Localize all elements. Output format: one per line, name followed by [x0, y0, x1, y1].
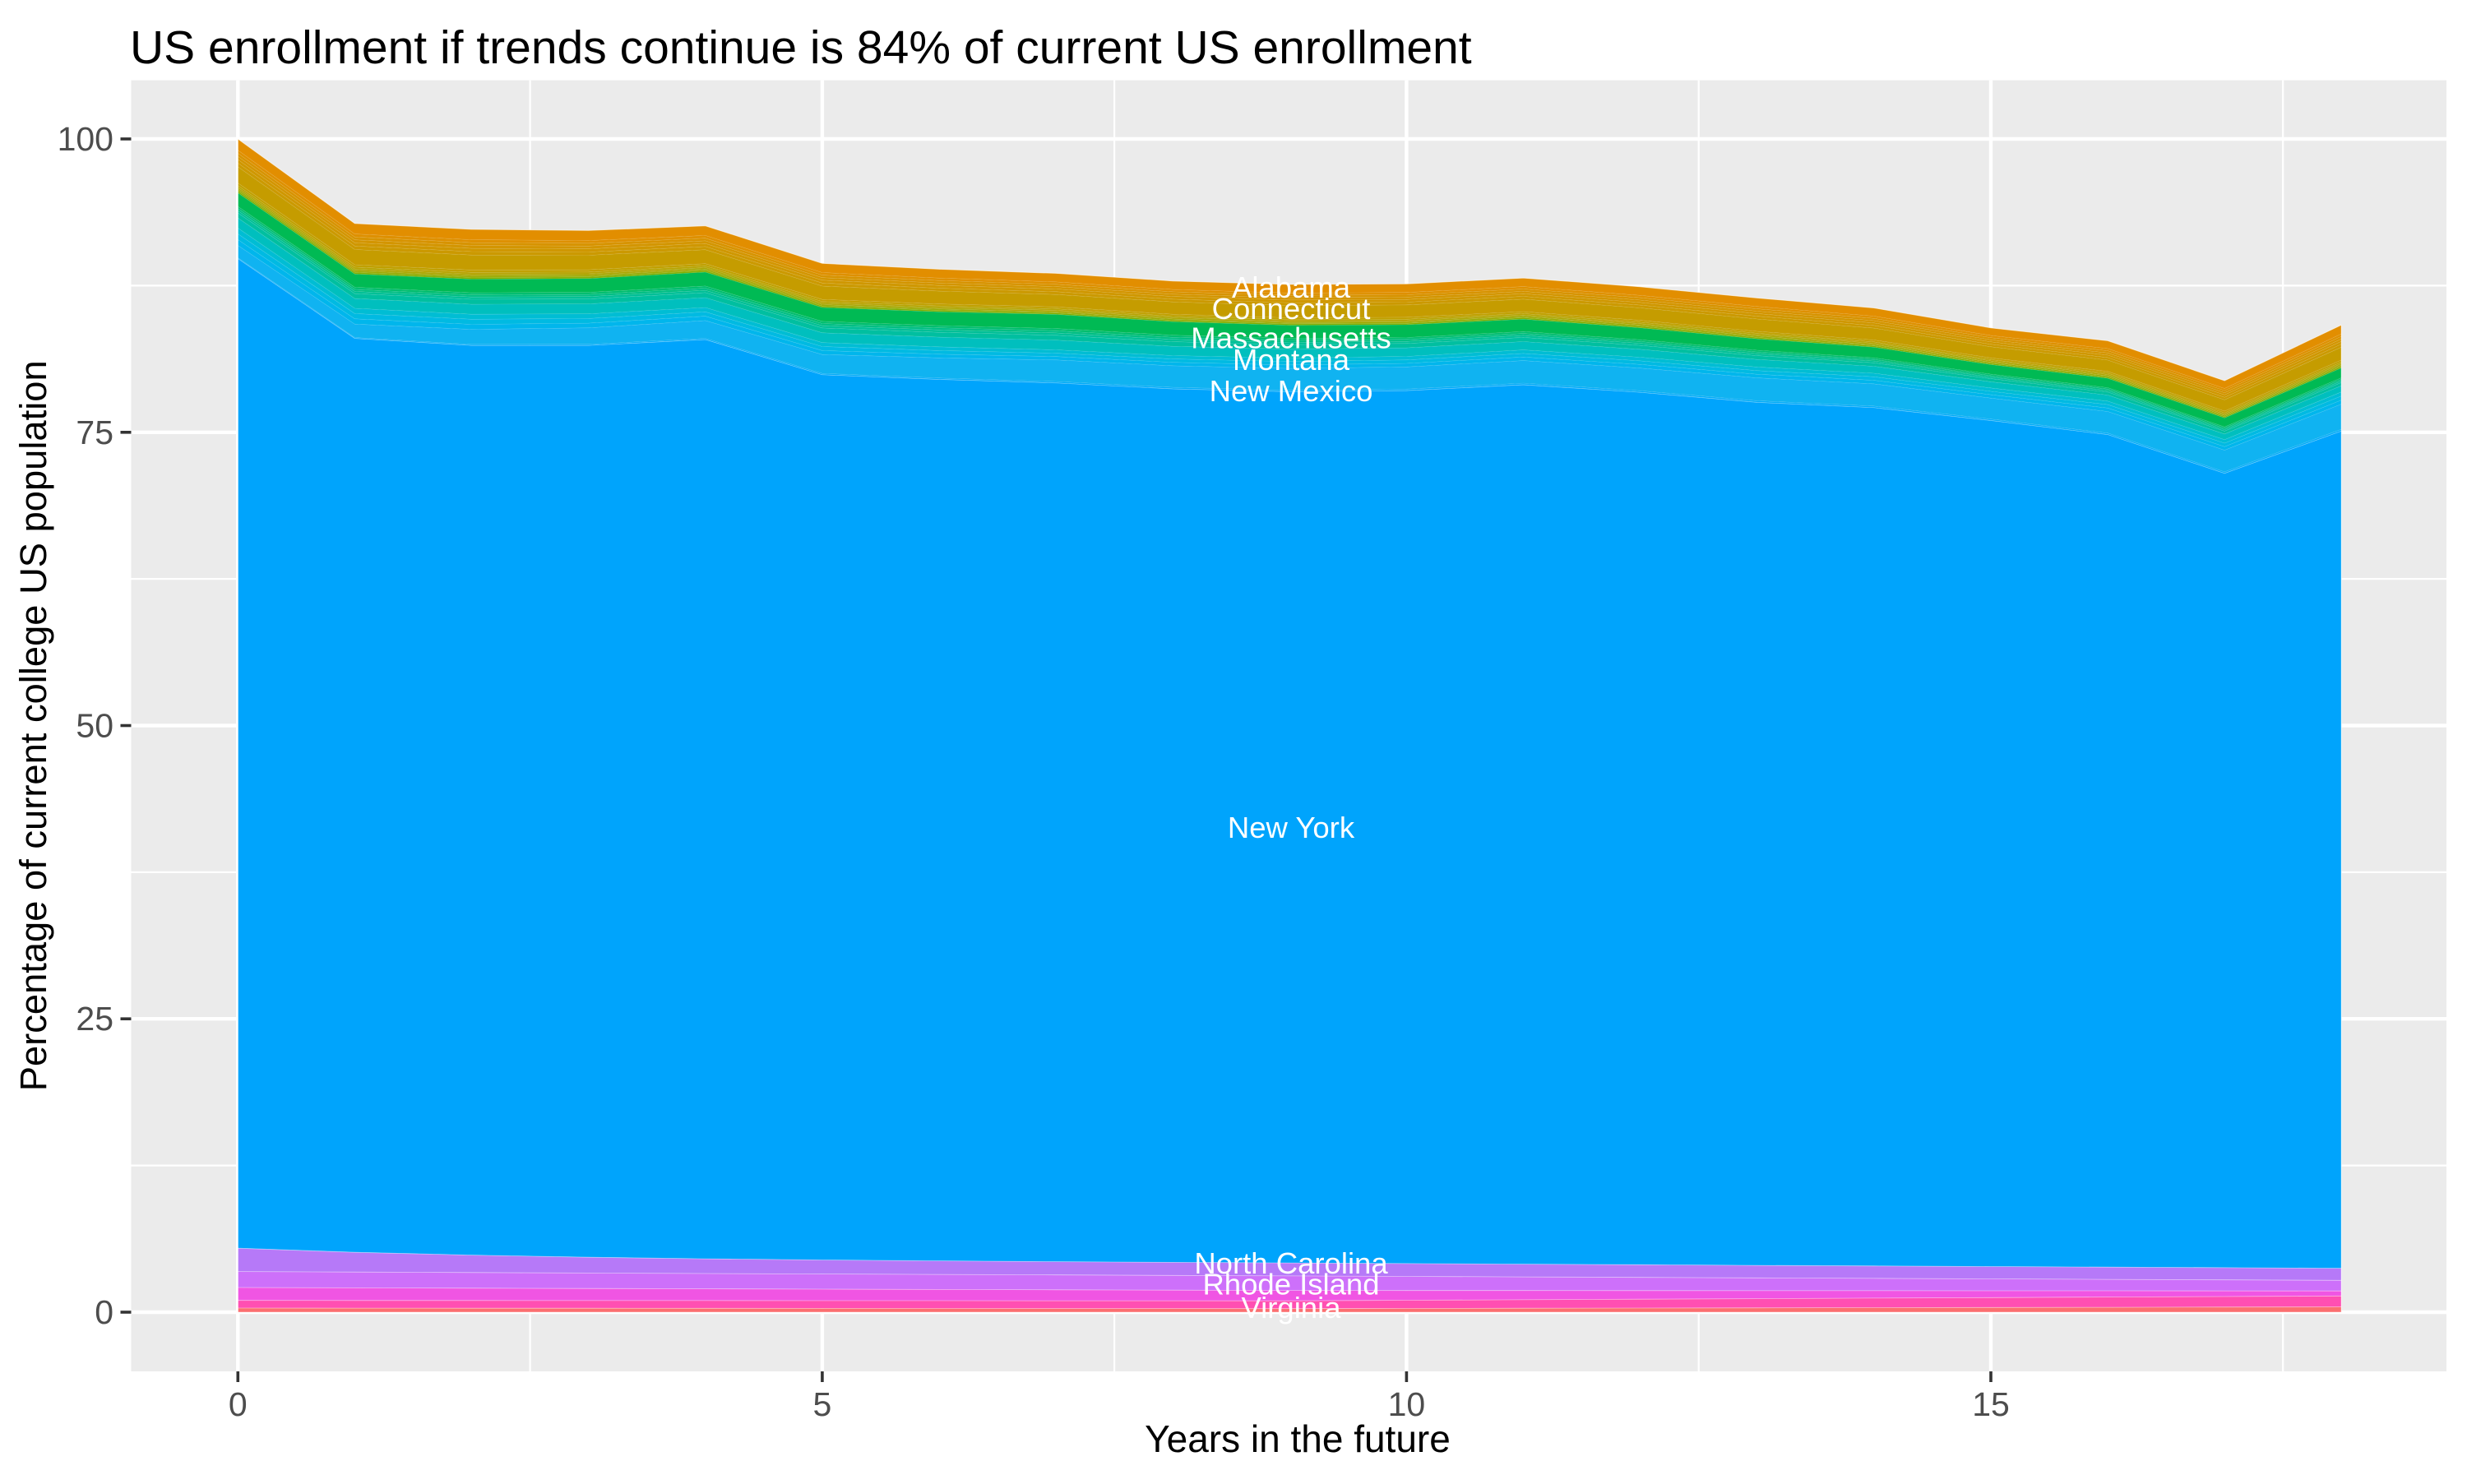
svg-text:Rhode Island: Rhode Island — [1202, 1268, 1379, 1301]
svg-text:75: 75 — [76, 414, 113, 451]
svg-text:0: 0 — [229, 1385, 248, 1423]
svg-text:Virginia: Virginia — [1241, 1291, 1341, 1325]
svg-text:15: 15 — [1972, 1385, 2010, 1423]
svg-text:10: 10 — [1388, 1385, 1426, 1423]
svg-text:Connecticut: Connecticut — [1212, 292, 1371, 326]
svg-text:5: 5 — [812, 1385, 831, 1423]
svg-text:25: 25 — [76, 1000, 113, 1038]
svg-text:New Mexico: New Mexico — [1210, 374, 1373, 408]
svg-text:50: 50 — [76, 707, 113, 745]
svg-text:North Carolina: North Carolina — [1194, 1246, 1388, 1280]
svg-text:100: 100 — [58, 120, 113, 158]
svg-text:Alabama: Alabama — [1232, 270, 1351, 304]
svg-text:Massachusetts: Massachusetts — [1191, 321, 1391, 355]
svg-text:0: 0 — [95, 1293, 113, 1331]
svg-text:Percentage of current college: Percentage of current college US populat… — [12, 360, 54, 1091]
svg-text:US enrollment if trends contin: US enrollment if trends continue is 84% … — [130, 21, 1472, 74]
svg-text:Montana: Montana — [1233, 343, 1350, 377]
svg-text:Years in the future: Years in the future — [1145, 1417, 1451, 1460]
svg-text:New York: New York — [1228, 811, 1355, 844]
